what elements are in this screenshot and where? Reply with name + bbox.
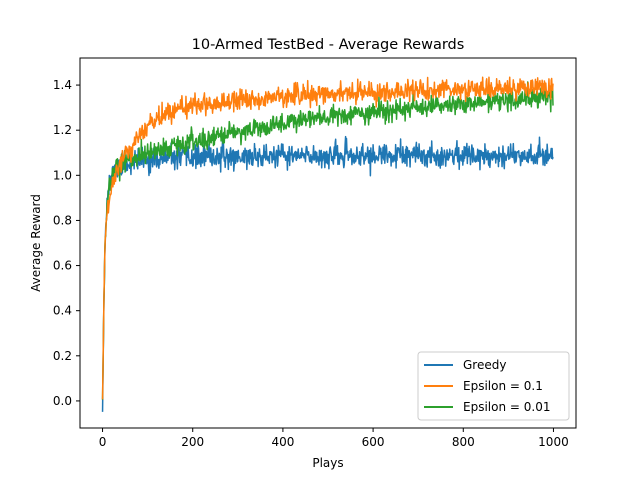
x-tick-label: 600 bbox=[362, 435, 385, 449]
legend-label-epsilon-0-1: Epsilon = 0.1 bbox=[463, 379, 543, 393]
y-axis-label: Average Reward bbox=[29, 194, 43, 292]
legend-label-greedy: Greedy bbox=[463, 358, 506, 372]
y-tick-label: 1.4 bbox=[53, 78, 72, 92]
x-axis-label: Plays bbox=[312, 456, 343, 470]
x-tick-label: 0 bbox=[99, 435, 107, 449]
x-tick-label: 400 bbox=[271, 435, 294, 449]
series-line-epsilon-0-01 bbox=[101, 81, 554, 400]
y-tick-label: 0.8 bbox=[53, 213, 72, 227]
plot-area-frame bbox=[79, 57, 577, 429]
chart-title: 10-Armed TestBed - Average Rewards bbox=[192, 37, 465, 53]
x-axis-ticks: 0 200 400 600 800 1000 bbox=[99, 428, 569, 449]
legend: Greedy Epsilon = 0.1 Epsilon = 0.01 bbox=[417, 351, 570, 421]
y-tick-label: 0.4 bbox=[53, 304, 72, 318]
y-tick-label: 1.2 bbox=[53, 123, 72, 137]
x-tick-label: 1000 bbox=[538, 435, 569, 449]
y-tick-label: 0.2 bbox=[53, 349, 72, 363]
legend-box bbox=[417, 351, 570, 421]
x-tick-label: 200 bbox=[181, 435, 204, 449]
x-tick-label: 800 bbox=[452, 435, 475, 449]
series-line-epsilon-0-1 bbox=[101, 76, 554, 400]
y-tick-label: 0.6 bbox=[53, 259, 72, 273]
legend-label-epsilon-0-01: Epsilon = 0.01 bbox=[463, 400, 550, 414]
y-tick-label: 0.0 bbox=[53, 394, 72, 408]
y-tick-label: 1.0 bbox=[53, 168, 72, 182]
series-line-greedy bbox=[101, 135, 554, 412]
y-axis-ticks: 0.0 0.2 0.4 0.6 0.8 1.0 1.2 1.4 bbox=[53, 78, 80, 408]
series-lines bbox=[101, 76, 554, 412]
